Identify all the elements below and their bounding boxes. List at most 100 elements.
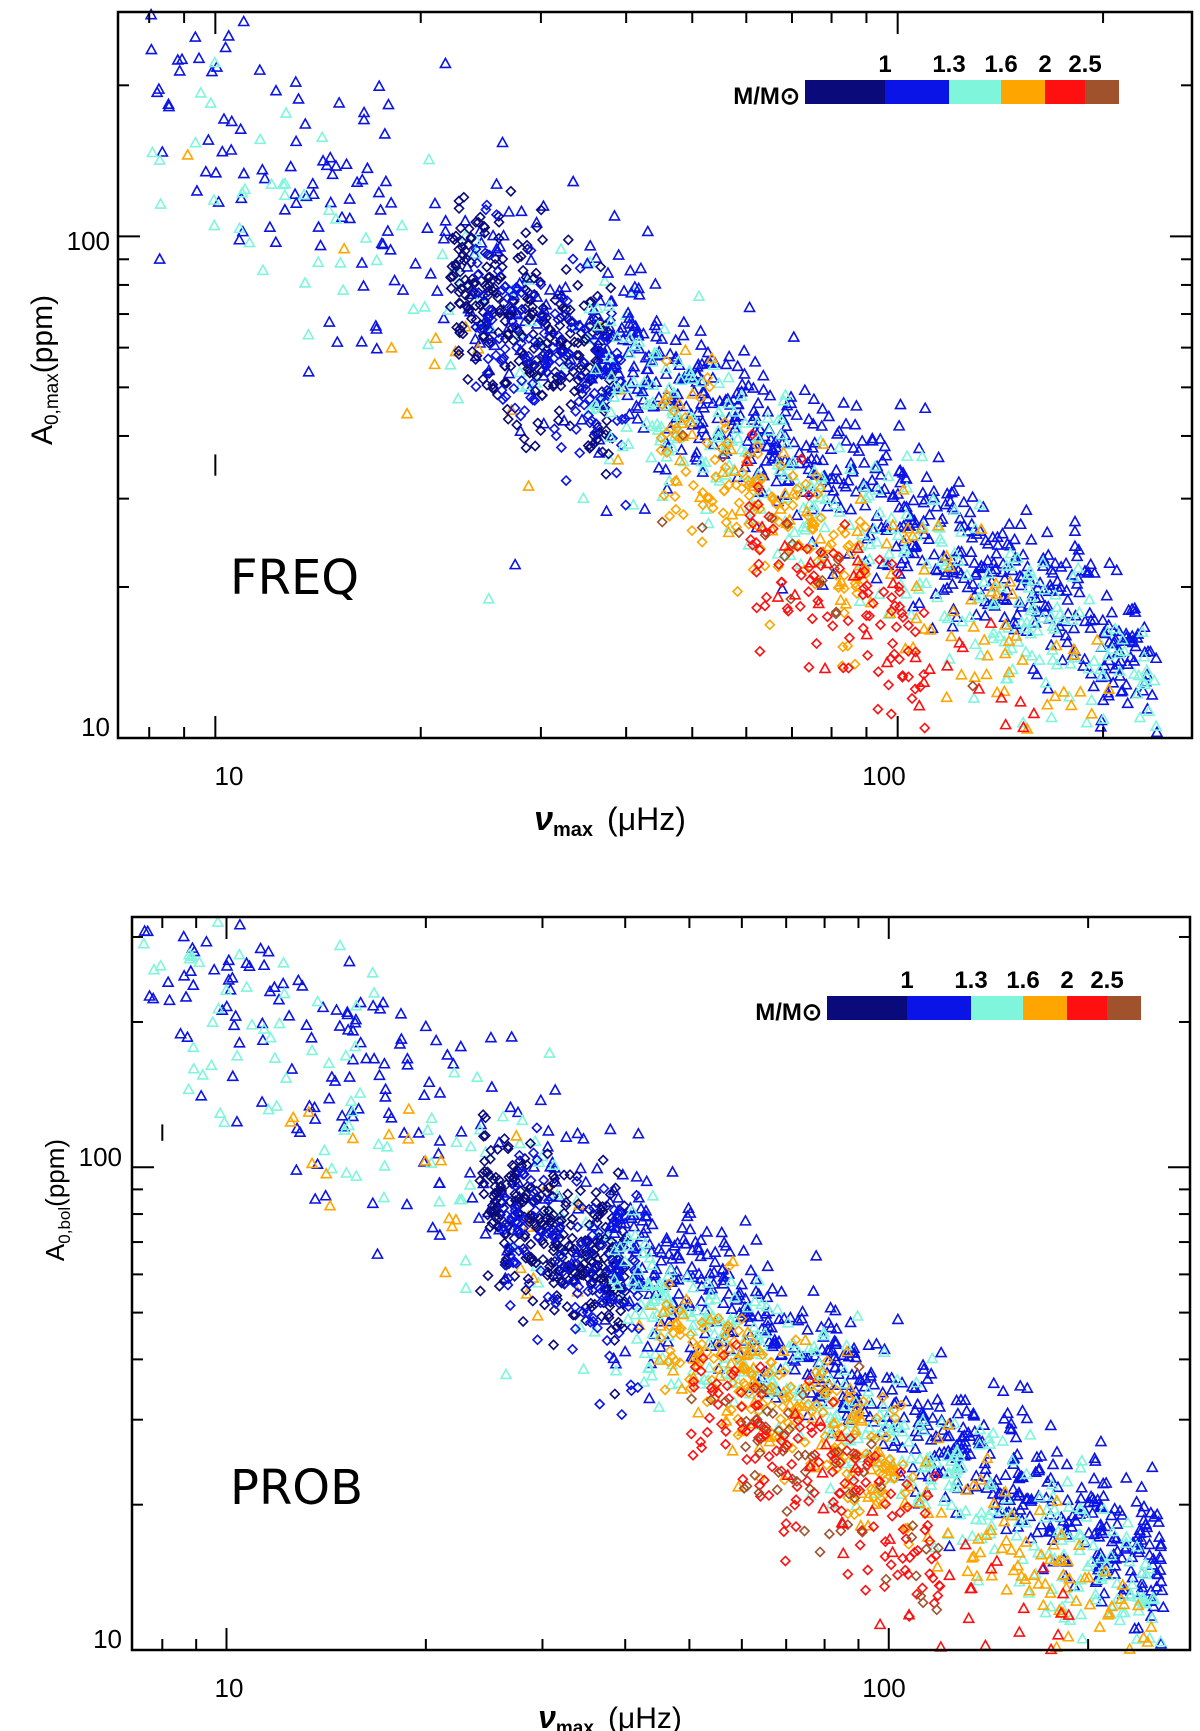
rgb-star-point <box>648 346 661 358</box>
rgb-star-point <box>505 1030 519 1042</box>
rgb-star-point <box>436 247 449 260</box>
rgb-star-point <box>1044 1600 1058 1612</box>
rgb-star-point <box>311 255 325 268</box>
rgb-star-point <box>1096 1476 1110 1489</box>
clump-star-point <box>538 1299 551 1311</box>
rgb-star-point <box>439 224 452 237</box>
rgb-star-point <box>980 1451 994 1464</box>
rgb-star-point <box>548 1083 562 1095</box>
rgb-star-point <box>778 539 792 551</box>
rgb-star-point <box>971 1532 985 1544</box>
rgb-star-point <box>998 618 1012 630</box>
clump-star-point <box>447 270 459 282</box>
rgb-star-point <box>534 1093 548 1106</box>
rgb-star-point <box>1057 685 1071 697</box>
clump-star-point <box>520 227 532 239</box>
rgb-star-point <box>1071 561 1085 573</box>
rgb-star-point <box>882 469 895 482</box>
rgb-star-point <box>623 346 637 359</box>
rgb-star-point <box>725 507 739 520</box>
rgb-star-point <box>372 79 386 91</box>
clump-star-point <box>498 1202 510 1214</box>
rgb-star-point <box>700 1247 714 1260</box>
rgb-star-point <box>1092 1530 1106 1542</box>
clump-star-point <box>463 304 475 316</box>
clump-star-point <box>760 1421 772 1433</box>
clump-star-point <box>594 1283 606 1295</box>
rgb-star-point <box>205 1058 218 1071</box>
rgb-star-point <box>343 1070 356 1082</box>
rgb-star-point <box>154 959 168 971</box>
clump-star-point <box>735 1387 747 1399</box>
rgb-star-point <box>429 331 443 344</box>
clump-star-point <box>775 460 787 472</box>
rgb-star-point <box>679 1237 693 1249</box>
rgb-star-point <box>278 176 292 189</box>
clump-star-point <box>566 1343 579 1355</box>
clump-star-point <box>513 1149 526 1162</box>
rgb-star-point <box>855 1486 868 1499</box>
clump-star-point <box>537 302 549 314</box>
rgb-star-point <box>946 620 960 632</box>
clump-star-point <box>750 1400 762 1412</box>
clump-star-point <box>453 286 465 298</box>
rgb-star-point <box>1096 613 1110 626</box>
rgb-star-point <box>1084 1489 1098 1502</box>
rgb-star-point <box>942 1466 956 1479</box>
clump-star-point <box>692 1343 705 1355</box>
rgb-star-point <box>838 1377 851 1389</box>
clump-star-point <box>596 386 608 398</box>
rgb-star-point <box>428 196 442 209</box>
clump-star-point <box>596 446 609 458</box>
rgb-star-point <box>934 1506 948 1518</box>
rgb-star-point <box>623 407 636 420</box>
rgb-star-point <box>1076 1632 1089 1644</box>
rgb-star-point <box>318 1143 331 1156</box>
rgb-star-point <box>1143 1537 1156 1550</box>
clump-star-point <box>728 1365 741 1377</box>
rgb-star-point <box>627 498 640 510</box>
rgb-star-point <box>620 420 633 432</box>
rgb-star-point <box>611 453 625 465</box>
clump-star-point <box>763 1367 775 1379</box>
rgb-star-point <box>1085 693 1098 706</box>
rgb-star-point <box>502 205 516 217</box>
rgb-star-point <box>173 64 187 76</box>
rgb-star-point <box>1041 1475 1054 1487</box>
rgb-star-point <box>727 1395 741 1408</box>
rgb-star-point <box>921 1372 934 1384</box>
rgb-star-point <box>378 1159 392 1171</box>
rgb-star-point <box>822 1422 836 1434</box>
rgb-star-point <box>747 1320 761 1333</box>
rgb-star-point <box>1069 1594 1083 1606</box>
rgb-star-point <box>1027 1568 1041 1581</box>
rgb-star-point <box>761 1259 775 1272</box>
clump-star-point <box>512 238 524 251</box>
clump-star-point <box>500 1253 512 1265</box>
rgb-star-point <box>735 389 748 401</box>
rgb-star-point <box>1024 1531 1038 1544</box>
rgb-star-point <box>711 411 724 424</box>
clump-star-point <box>787 470 799 482</box>
clump-star-point <box>446 260 458 273</box>
rgb-star-point <box>337 1120 351 1132</box>
rgb-star-point <box>220 999 234 1012</box>
rgb-star-point <box>781 1468 795 1480</box>
rgb-star-point <box>821 480 835 493</box>
rgb-star-point <box>971 591 985 604</box>
rgb-star-point <box>999 1522 1013 1535</box>
rgb-star-point <box>1059 556 1073 569</box>
rgb-star-point <box>644 450 658 463</box>
clump-star-point <box>565 360 577 372</box>
rgb-star-point <box>771 1302 784 1315</box>
clump-star-point <box>754 544 766 556</box>
rgb-star-point <box>952 554 966 566</box>
rgb-star-point <box>253 132 267 145</box>
clump-star-point <box>558 1207 570 1219</box>
clump-star-point <box>482 1269 494 1282</box>
clump-star-point <box>664 1345 676 1357</box>
clump-star-point <box>612 1167 624 1179</box>
rgb-star-point <box>664 1377 678 1390</box>
clump-star-point <box>687 479 700 492</box>
clump-star-point <box>803 543 816 555</box>
